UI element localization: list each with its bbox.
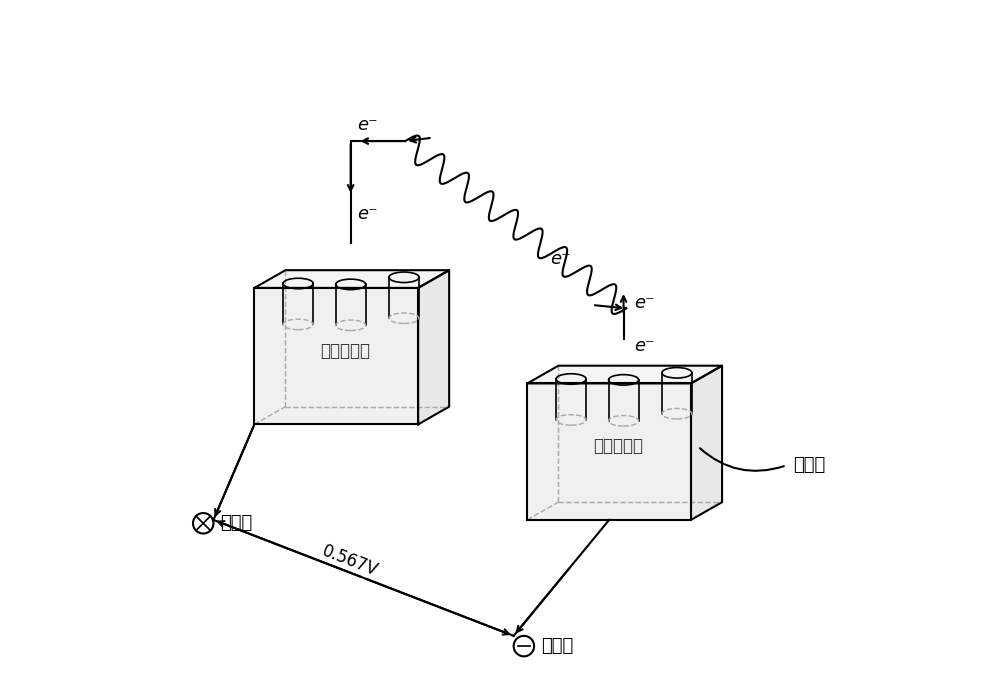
Polygon shape [527, 384, 691, 520]
Polygon shape [418, 270, 449, 425]
Text: 0.567V: 0.567V [319, 542, 380, 580]
Text: e⁻: e⁻ [357, 116, 378, 134]
Polygon shape [691, 366, 722, 520]
Text: 桶机构: 桶机构 [793, 456, 826, 474]
Polygon shape [254, 288, 418, 425]
Text: e⁻: e⁻ [357, 205, 378, 223]
Text: 土壤微生物: 土壤微生物 [593, 437, 643, 456]
Text: e⁻: e⁻ [634, 294, 654, 312]
Text: 铝电极: 铝电极 [541, 637, 573, 655]
Text: e⁻: e⁻ [550, 250, 570, 268]
Polygon shape [527, 366, 722, 384]
Text: 铜电极: 铜电极 [220, 514, 253, 532]
Text: e⁻: e⁻ [634, 337, 654, 355]
Polygon shape [254, 270, 449, 288]
Text: 土壤微生物: 土壤微生物 [321, 342, 371, 360]
